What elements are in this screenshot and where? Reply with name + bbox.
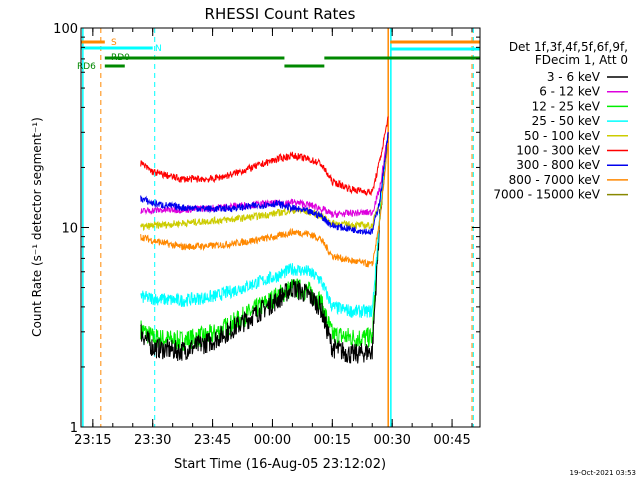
legend-label: 6 - 12 keV [539,85,601,99]
x-axis-label: Start Time (16-Aug-05 23:12:02) [174,457,386,472]
legend-label: 7000 - 15000 keV [493,188,600,202]
series-line [140,138,389,268]
y-tick-label: 1 [70,421,78,436]
x-tick-label: 00:45 [433,433,470,448]
series-line [140,116,389,197]
attenuator-label: N [155,44,162,54]
x-tick-label: 23:30 [134,433,171,448]
legend-label: 800 - 7000 keV [509,173,601,187]
series-line [140,132,389,364]
x-tick-label: 00:30 [373,433,410,448]
series-line [140,132,389,318]
legend-label: 3 - 6 keV [547,70,601,84]
legend-label: 12 - 25 keV [532,99,601,113]
x-tick-label: 00:00 [254,433,291,448]
legend-label: 300 - 800 keV [516,158,600,172]
timestamp: 19-Oct-2021 03:53 [570,469,636,477]
legend-header: FDecim 1, Att 0 [535,53,628,67]
series-line [140,132,389,235]
attenuator-bars: S N RD0 RD6 [77,38,480,72]
attenuator-label: RD0 [111,53,130,63]
y-tick-label: 10 [61,222,78,237]
y-tick-label: 100 [53,22,78,37]
legend-label: 100 - 300 keV [516,144,600,158]
x-tick-label: 23:45 [194,433,231,448]
attenuator-label: RD6 [77,62,96,72]
legend-label: 50 - 100 keV [524,129,601,143]
y-axis-label: Count Rate (s⁻¹ detector segment⁻¹) [30,117,44,337]
legend: Det 1f,3f,4f,5f,6f,9f,FDecim 1, Att 0 3 -… [493,40,628,202]
x-axis: 23:15 23:30 23:45 00:00 00:15 00:30 00:45 [74,28,473,448]
legend-label: 25 - 50 keV [532,114,601,128]
series-group [140,116,389,364]
y-axis: 1 10 100 [53,22,480,436]
attenuator-label: S [111,38,117,48]
chart-title: RHESSI Count Rates [205,5,356,23]
x-tick-label: 23:15 [74,433,111,448]
x-tick-label: 00:15 [314,433,351,448]
series-line [140,132,389,351]
legend-header: Det 1f,3f,4f,5f,6f,9f, [509,40,628,54]
